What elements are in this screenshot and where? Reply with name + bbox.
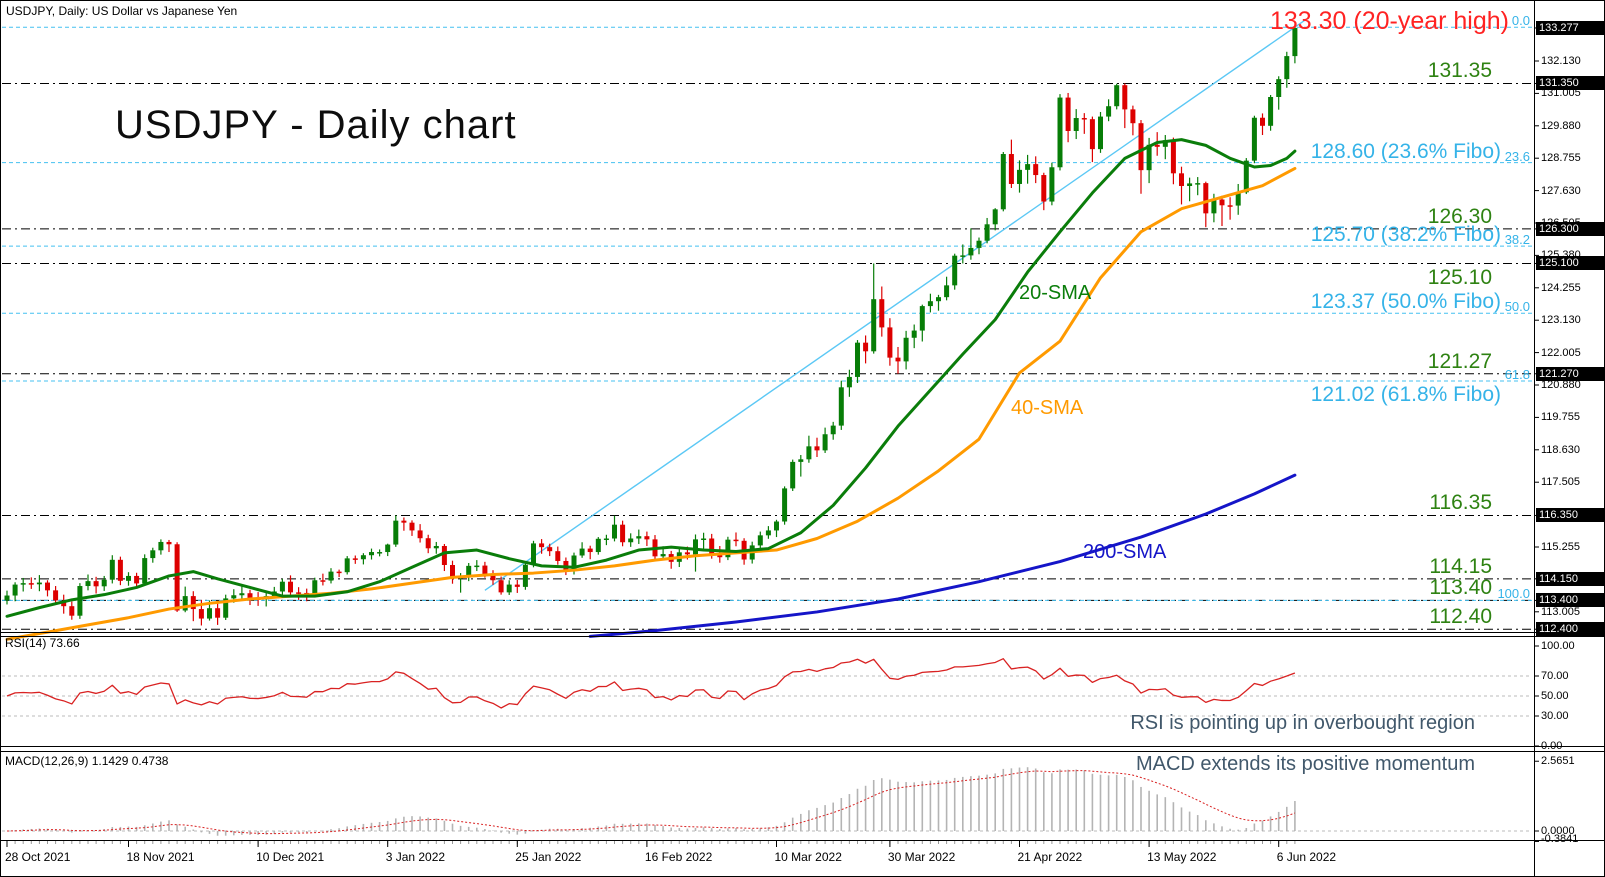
level-label-114.15: 114.15 [1429,554,1492,578]
price-tick-124.255: 124.255 [1541,281,1581,294]
rsi-tick-70.00: 70.00 [1541,670,1569,682]
price-box-125.100: 125.100 [1536,256,1604,271]
date-label-18-Nov-2021: 18 Nov 2021 [126,850,195,864]
sma20-label: 20-SMA [1019,282,1092,304]
macd-tick--0.3841: -0.3841 [1541,833,1579,845]
symbol-title-bar: USDJPY, Daily: US Dollar vs Japanese Yen [6,4,238,18]
date-label-16-Feb-2022: 16 Feb 2022 [644,850,713,864]
date-label-28-Oct-2021: 28 Oct 2021 [5,850,71,864]
price-tick-120.880: 120.880 [1541,379,1581,391]
level-label-112.40: 112.40 [1429,605,1492,629]
price-tick-128.755: 128.755 [1541,152,1581,165]
page-title: USDJPY - Daily chart [115,103,517,147]
level-label-131.35: 131.35 [1427,59,1492,83]
rsi-tick-50.00: 50.00 [1541,690,1569,702]
sma40-label: 40-SMA [1011,397,1084,419]
fibo-label-23.6: 128.60 (23.6% Fibo) [1310,139,1501,163]
macd-indicator-label: MACD(12,26,9) 1.1429 0.4738 [5,754,169,768]
date-label-6-Jun-2022: 6 Jun 2022 [1276,850,1337,864]
price-box-114.150: 114.150 [1536,571,1604,586]
price-box-113.400: 113.400 [1536,593,1604,608]
macd-tick-2.5651: 2.5651 [1541,755,1575,768]
level-label-126.30: 126.30 [1427,204,1492,228]
price-tick-127.630: 127.630 [1541,184,1581,197]
date-label-21-Apr-2022: 21 Apr 2022 [1017,850,1083,864]
price-box-121.270: 121.270 [1536,366,1604,381]
level-label-116.35: 116.35 [1429,491,1492,515]
rsi-indicator-label: RSI(14) 73.66 [5,636,80,650]
price-tick-117.505: 117.505 [1541,476,1580,489]
price-tick-113.005: 113.005 [1541,605,1580,618]
fibo-tag-61.8: 61.8 [1504,366,1530,382]
price-box-131.350: 131.350 [1536,76,1604,91]
price-tick-123.130: 123.130 [1541,314,1581,327]
price-box-112.400: 112.400 [1536,622,1604,637]
fibo-label-61.8: 121.02 (61.8% Fibo) [1310,382,1501,406]
price-tick-115.255: 115.255 [1541,541,1580,553]
separator-macd-dates [1,840,1604,841]
separator-main-rsi[interactable] [1,632,1604,633]
date-label-13-May-2022: 13 May 2022 [1147,850,1217,864]
price-tick-118.630: 118.630 [1541,443,1580,456]
date-label-25-Jan-2022: 25 Jan 2022 [515,850,582,864]
sma200-label: 200-SMA [1083,541,1167,563]
annotation-20-year-high: 133.30 (20-year high) [1269,7,1509,35]
rsi-tick-0.00: 0.00 [1541,740,1563,752]
separator-rsi-macd[interactable] [1,746,1604,747]
macd-tick-0.0000: 0.0000 [1541,825,1575,837]
date-label-3-Jan-2022: 3 Jan 2022 [385,850,446,864]
price-box-133.277: 133.277 [1536,20,1604,35]
rsi-tick-30.00: 30.00 [1541,710,1569,722]
price-tick-119.755: 119.755 [1541,411,1580,424]
price-box-116.350: 116.350 [1536,508,1604,523]
price-tick-129.880: 129.880 [1541,119,1581,132]
macd-annotation: MACD extends its positive momentum [1135,753,1475,775]
level-label-125.10: 125.10 [1427,266,1492,290]
rsi-annotation: RSI is pointing up in overbought region [1130,712,1475,734]
fibo-tag-0.0: 0.0 [1511,13,1530,29]
fibo-tag-100.0: 100.0 [1497,586,1530,602]
fibo-tag-23.6: 23.6 [1504,148,1530,164]
date-label-30-Mar-2022: 30 Mar 2022 [887,850,956,864]
separator-rsi-macd-2 [1,751,1604,752]
fibo-label-38.2: 125.70 (38.2% Fibo) [1310,223,1501,247]
level-label-121.27: 121.27 [1427,349,1492,373]
separator-main-rsi-2 [1,636,1604,637]
fibo-tag-50.0: 50.0 [1504,299,1530,315]
price-tick-132.130: 132.130 [1541,55,1581,67]
price-axis-column [1534,1,1604,876]
price-box-126.300: 126.300 [1536,221,1604,236]
price-tick-122.005: 122.005 [1541,346,1581,359]
fibo-label-50.0: 123.37 (50.0% Fibo) [1310,290,1501,314]
fibo-tag-38.2: 38.2 [1504,232,1530,248]
date-label-10-Dec-2021: 10 Dec 2021 [256,850,325,864]
rsi-tick-100.00: 100.00 [1541,640,1575,652]
level-label-113.40: 113.40 [1429,576,1492,600]
date-label-10-Mar-2022: 10 Mar 2022 [774,850,842,864]
